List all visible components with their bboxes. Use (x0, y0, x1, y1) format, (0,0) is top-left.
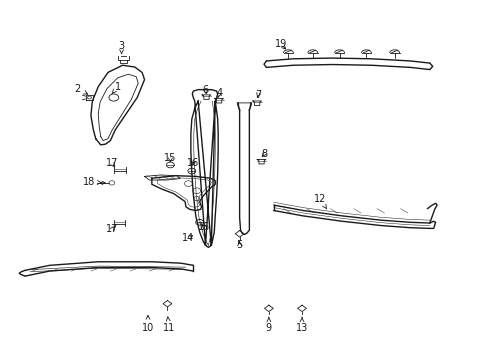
Text: 14: 14 (182, 233, 194, 243)
Text: 19: 19 (274, 40, 286, 49)
Text: 10: 10 (142, 315, 154, 333)
Text: 12: 12 (313, 194, 326, 209)
Text: 17: 17 (105, 158, 118, 168)
Text: 17: 17 (105, 225, 118, 234)
Text: 1: 1 (112, 82, 121, 94)
Text: 15: 15 (198, 222, 210, 232)
Text: 2: 2 (75, 84, 87, 94)
Text: 13: 13 (295, 317, 307, 333)
Text: 5: 5 (236, 240, 242, 250)
Text: 8: 8 (261, 149, 266, 159)
Text: 7: 7 (255, 90, 261, 100)
Text: 6: 6 (202, 85, 208, 95)
Text: 18: 18 (83, 177, 101, 187)
Text: 4: 4 (216, 88, 222, 98)
Text: 11: 11 (163, 317, 175, 333)
Text: 16: 16 (187, 158, 199, 168)
Text: 15: 15 (164, 153, 176, 163)
Text: 3: 3 (118, 41, 124, 54)
Text: 9: 9 (265, 317, 271, 333)
